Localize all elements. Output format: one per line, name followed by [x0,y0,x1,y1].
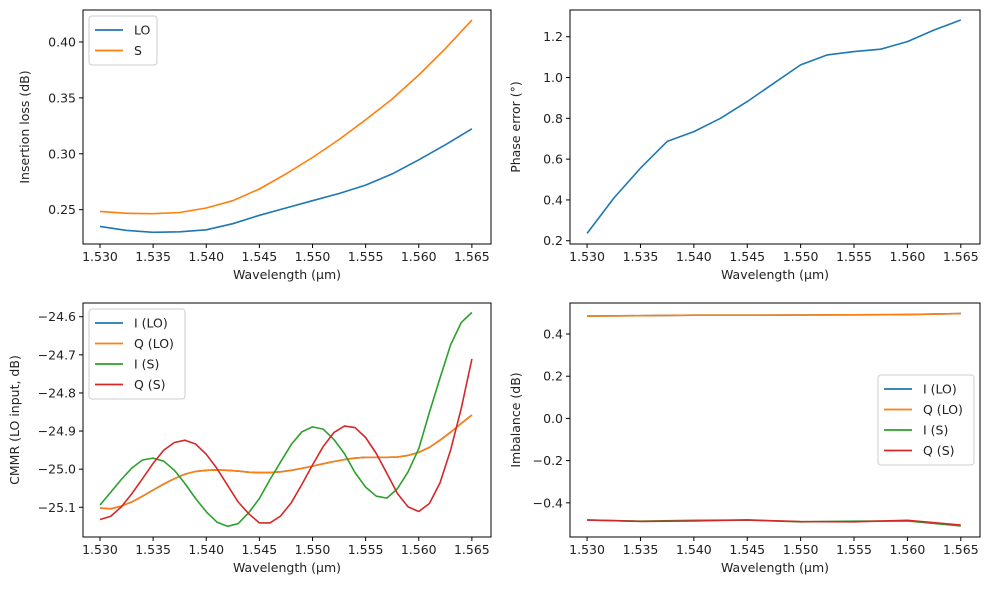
y-tick-label: 0.2 [543,369,563,384]
series-line-q-lo- [587,312,961,317]
legend-box [88,15,158,66]
y-tick-label: 0.30 [48,146,76,161]
x-tick-label: 1.530 [569,542,605,557]
x-tick-label: 1.555 [348,542,384,557]
x-tick-label: 1.550 [783,249,819,264]
x-tick-label: 1.560 [401,542,437,557]
series-line-q-s- [587,519,961,526]
y-tick-label: −24.8 [38,385,76,400]
y-tick-label: 0.4 [543,327,563,342]
subplot-4: 1.530 1.535 1.540 1.545 1.550 1.555 1.560 1.565… [508,302,981,575]
x-tick-label: 1.545 [241,249,277,264]
y-tick-label: 0.4 [543,192,563,207]
legend-label: Q (S) [923,443,955,458]
y-tick-label: 0.8 [543,111,563,126]
x-axis-label: Wavelength (µm) [233,560,341,575]
x-tick-label: 1.565 [454,249,490,264]
subplot-1: 1.530 1.535 1.540 1.545 1.550 1.555 1.560 1.565… [17,9,492,282]
y-tick-label: −24.9 [38,424,76,439]
x-tick-label: 1.530 [569,249,605,264]
legend: I (LO) Q (LO) I (S) Q (S) [877,374,975,466]
x-tick-label: 1.530 [82,542,118,557]
y-tick-label: 1.0 [543,70,563,85]
y-tick-label: 0.6 [543,152,563,167]
x-axis-label: Wavelength (µm) [721,560,829,575]
legend-label: Q (S) [134,377,166,392]
legend-label: LO [134,23,151,38]
x-tick-label: 1.555 [836,542,872,557]
legend: I (LO) Q (LO) I (S) Q (S) [88,308,186,400]
legend-label: Q (LO) [134,336,174,351]
x-tick-label: 1.550 [295,542,331,557]
x-tick-label: 1.540 [676,249,712,264]
x-tick-label: 1.565 [943,249,979,264]
x-axis-label: Wavelength (µm) [233,267,341,282]
y-tick-label: 0.2 [543,233,563,248]
series-line-i-lo- [99,414,473,510]
y-tick-label: −25.0 [38,462,76,477]
y-axis-label: Insertion loss (dB) [17,70,32,183]
legend-label: S [134,43,142,58]
x-tick-label: 1.540 [188,249,224,264]
x-tick-label: 1.555 [836,249,872,264]
y-tick-label: −25.1 [38,500,76,515]
y-axis-label: Imbalance (dB) [508,372,523,467]
y-tick-label: −0.2 [533,453,563,468]
x-tick-label: 1.535 [623,542,659,557]
x-tick-label: 1.535 [135,542,171,557]
y-tick-label: −0.4 [533,495,563,510]
x-tick-label: 1.545 [729,249,765,264]
legend-box [88,308,186,400]
y-axis-label: CMMR (LO input, dB) [7,355,22,485]
x-axis-label: Wavelength (µm) [721,267,829,282]
axes-frame [569,302,981,538]
x-tick-label: 1.565 [943,542,979,557]
legend-label: I (S) [134,357,159,372]
axes-frame [82,9,492,245]
y-tick-label: 0.40 [48,34,76,49]
series-line-i-s- [99,311,473,528]
x-tick-label: 1.540 [676,542,712,557]
x-tick-label: 1.540 [188,542,224,557]
x-tick-label: 1.535 [135,249,171,264]
x-tick-label: 1.530 [82,249,118,264]
series-line-lo [99,128,473,234]
y-tick-label: −24.7 [38,347,76,362]
x-tick-label: 1.565 [454,542,490,557]
x-tick-label: 1.545 [241,542,277,557]
x-tick-label: 1.545 [729,542,765,557]
series-line-q-lo- [99,414,473,510]
legend-label: I (S) [923,423,948,438]
legend-label: I (LO) [134,316,168,331]
y-tick-label: 0.35 [48,90,76,105]
legend-box [877,374,975,466]
axes-frame [569,9,981,245]
x-tick-label: 1.535 [623,249,659,264]
legend-label: I (LO) [923,382,957,397]
series-line-q-s- [99,358,473,524]
series-line-s [99,19,473,215]
y-tick-label: 0.25 [48,202,76,217]
subplot-2: 1.530 1.535 1.540 1.545 1.550 1.555 1.560 1.565… [508,9,981,282]
x-tick-label: 1.555 [348,249,384,264]
x-tick-label: 1.550 [783,542,819,557]
axes-frame [82,302,492,538]
x-tick-label: 1.560 [889,249,925,264]
y-tick-label: 1.2 [543,29,563,44]
series-line-phase-error [586,19,962,234]
x-tick-label: 1.560 [401,249,437,264]
subplot-3: 1.530 1.535 1.540 1.545 1.550 1.555 1.560 1.565… [7,302,492,575]
x-tick-label: 1.550 [295,249,331,264]
y-tick-label: −24.6 [38,309,76,324]
y-tick-label: 0.0 [543,411,563,426]
legend: LO S [88,15,158,66]
x-tick-label: 1.560 [889,542,925,557]
legend-label: Q (LO) [923,402,963,417]
y-axis-label: Phase error (°) [508,81,523,173]
